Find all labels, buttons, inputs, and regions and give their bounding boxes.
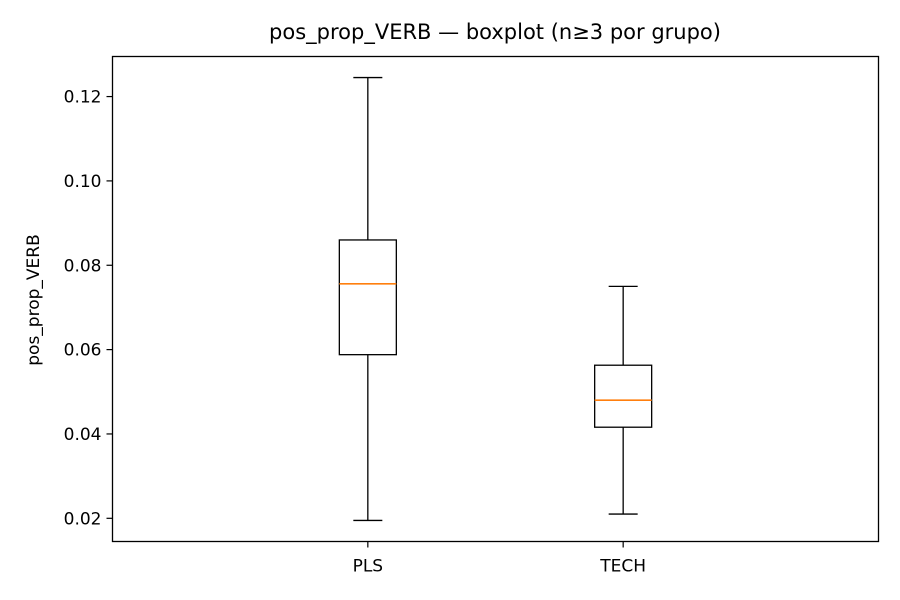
plot-area-frame	[111, 55, 880, 543]
y-tick-label: 0.10	[64, 172, 102, 192]
interquartile-box	[594, 364, 653, 428]
boxplot-boxes	[338, 76, 653, 522]
y-tick-label: 0.12	[64, 88, 102, 108]
chart-title: pos_prop_VERB — boxplot (n≥3 por grupo)	[269, 20, 721, 44]
y-axis-ticks: 0.02 0.04 0.06 0.08 0.10 0.12	[64, 88, 113, 529]
x-tick-label: PLS	[353, 557, 384, 577]
x-tick-label: TECH	[599, 557, 646, 577]
y-tick-label: 0.02	[64, 509, 102, 529]
interquartile-box	[338, 239, 397, 356]
y-tick-label: 0.08	[64, 256, 102, 276]
box-pls	[338, 76, 397, 522]
x-axis-ticks: PLS TECH	[353, 541, 646, 577]
box-tech	[594, 285, 653, 515]
y-tick-label: 0.06	[64, 341, 102, 361]
y-tick-label: 0.04	[64, 425, 102, 445]
